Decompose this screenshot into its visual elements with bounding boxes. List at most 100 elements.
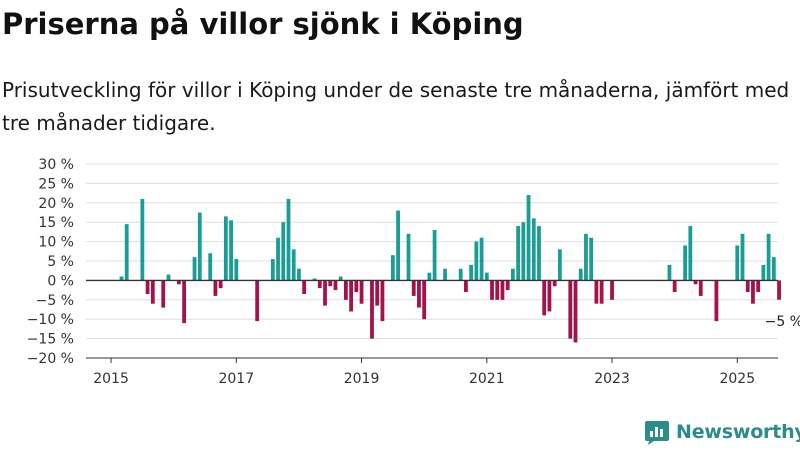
bar [693,280,698,285]
bar [510,268,515,281]
y-tick-label: 0 % [47,273,74,289]
bar [312,278,317,281]
bar [751,280,755,304]
bar [124,224,129,281]
bar [333,280,338,291]
bar [161,280,166,308]
y-tick-label: 15 % [38,215,74,231]
bar [568,280,573,339]
bar [458,268,463,281]
x-tick-label: 2015 [93,371,129,387]
bar [192,257,197,281]
bar [464,280,468,293]
bar [432,229,437,281]
bar [552,280,557,287]
bar [422,280,427,320]
bar [599,280,604,304]
bar [276,237,280,281]
bar [683,245,688,281]
brand-name: Newsworthy [676,421,800,443]
bar [176,280,181,285]
bar [516,226,521,281]
bar [557,249,562,281]
bar [375,280,380,306]
bar [484,272,489,281]
y-tick-label: 5 % [47,254,74,270]
y-tick-label: −5 % [36,293,74,309]
bar [286,198,291,281]
bar [297,268,301,281]
bars [119,195,781,343]
bar [150,280,155,304]
bar [531,218,536,281]
bar [270,259,275,281]
bar [584,233,588,281]
bar [537,226,541,281]
x-tick-label: 2019 [344,371,380,387]
bar [443,268,447,281]
bar [490,280,494,300]
bar [505,280,510,291]
bar [166,274,171,281]
bar [479,237,484,281]
bar [390,255,395,281]
axes [86,279,778,363]
bar [427,272,432,281]
y-tick-label: 20 % [38,196,74,212]
bar [610,280,614,300]
bar [218,280,223,289]
bar [672,280,677,293]
bar [495,280,500,300]
bar [406,233,411,281]
bar [521,222,526,281]
bar [328,280,333,287]
bar [338,276,343,281]
bar [417,280,421,308]
bar [291,249,296,281]
bar [343,280,348,300]
x-tick-label: 2017 [218,371,254,387]
bar [547,280,552,312]
bar [255,280,260,322]
bar [688,226,693,281]
bar [589,237,594,281]
bar [370,280,374,339]
bar [526,195,531,281]
x-tick-label: 2025 [719,371,755,387]
bar [182,280,187,324]
bar [380,280,385,322]
bar [745,280,750,293]
bar [777,280,781,300]
bar [281,222,286,281]
bar [594,280,599,304]
bar [714,280,719,322]
bar [213,280,218,296]
bar [500,280,505,300]
bar [223,216,228,281]
chart-title: Priserna på villor sjönk i Köping [2,7,524,41]
newsworthy-logo-icon [645,421,669,445]
bar [234,259,239,281]
bar [766,233,771,281]
bar [145,280,150,294]
y-tick-label: −15 % [27,332,74,348]
bar-chart: 30 % 25 % 20 % 15 % 10 % 5 % 0 % −5 % −10 % −15 %… [27,157,800,387]
bar [469,264,474,281]
y-tick-label: 10 % [38,235,74,251]
bar [197,212,202,281]
newsworthy-logo: Newsworthy [644,419,800,445]
bar [761,264,766,281]
bar [474,241,479,281]
bar [323,280,327,306]
bar [756,280,761,293]
last-value-label: −5 % [765,314,800,330]
bar [578,268,583,281]
bar [667,264,672,281]
bar [735,245,740,281]
bar [396,210,400,281]
bar [349,280,354,312]
bar [208,253,213,281]
x-tick-label: 2021 [469,371,505,387]
y-tick-label: 30 % [38,157,74,173]
grid-lines [86,163,778,359]
